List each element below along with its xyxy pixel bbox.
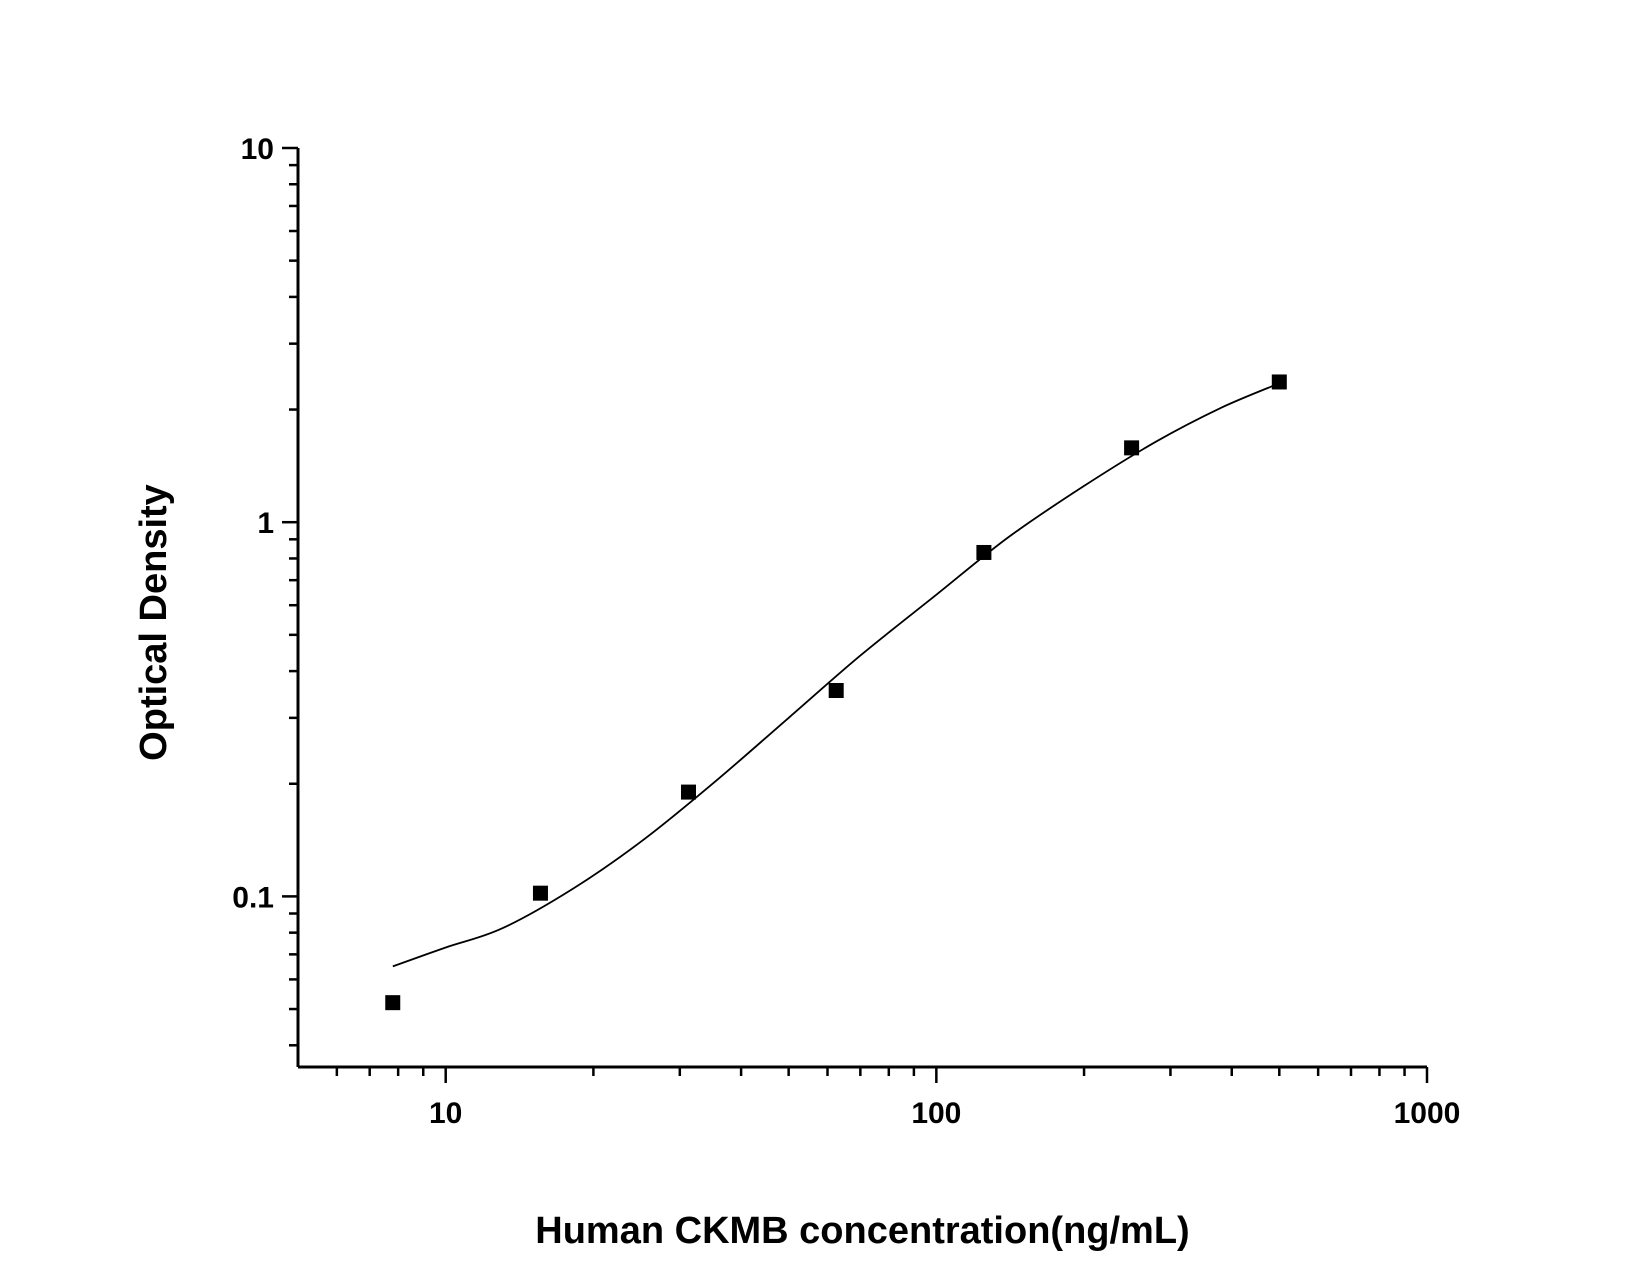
data-point	[385, 995, 401, 1011]
data-point	[680, 784, 696, 800]
x-tick-label: 10	[429, 1097, 462, 1130]
data-point	[532, 885, 548, 901]
data-point	[1271, 374, 1287, 390]
y-tick-label: 1	[257, 507, 274, 540]
axis-ticks: 10 100 1000 0.1 1 10	[232, 133, 1460, 1130]
x-tick-label: 100	[911, 1097, 961, 1130]
y-tick-label: 0.1	[232, 881, 274, 914]
fit-curve	[392, 382, 1280, 968]
x-axis-title: Human CKMB concentration(ng/mL)	[535, 1210, 1189, 1252]
data-point	[828, 682, 844, 698]
data-markers	[385, 374, 1287, 1011]
data-point	[976, 544, 992, 560]
y-tick-label: 10	[241, 133, 274, 166]
y-axis-title: Optical Density	[133, 484, 175, 761]
data-point	[1124, 440, 1140, 456]
x-tick-label: 1000	[1394, 1097, 1461, 1130]
